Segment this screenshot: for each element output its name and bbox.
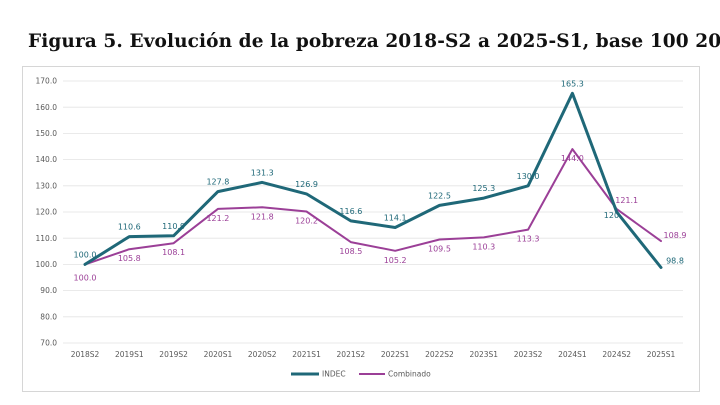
data-label-indec: 127.8 bbox=[206, 178, 229, 187]
chart-frame: 70.0 80.0 90.0 100.0 110.0 120.0 130.0 140.0 150… bbox=[22, 66, 700, 392]
data-label-combinado: 109.5 bbox=[428, 245, 451, 254]
y-tick-label: 90.0 bbox=[40, 286, 57, 295]
data-label-combinado: 144.0 bbox=[561, 154, 584, 163]
data-label-combinado: 120.2 bbox=[295, 216, 318, 225]
x-tick-label: 2024S2 bbox=[602, 350, 631, 359]
x-tick-label: 2025S1 bbox=[647, 350, 676, 359]
y-tick-label: 160.0 bbox=[36, 103, 58, 112]
data-label-combinado: 110.3 bbox=[472, 242, 495, 251]
poverty-line-chart: 70.0 80.0 90.0 100.0 110.0 120.0 130.0 140.0 150… bbox=[36, 77, 687, 379]
y-tick-label: 170.0 bbox=[36, 77, 58, 86]
data-label-indec: 114.1 bbox=[384, 213, 407, 222]
x-tick-label: 2021S1 bbox=[292, 350, 321, 359]
data-label-combinado: 121.1 bbox=[615, 196, 638, 205]
y-tick-label: 80.0 bbox=[40, 312, 57, 321]
data-label-indec: 130.0 bbox=[517, 172, 540, 181]
data-label-combinado: 100.0 bbox=[74, 273, 97, 282]
data-label-indec: 125.3 bbox=[472, 184, 495, 193]
x-tick-label: 2023S1 bbox=[469, 350, 498, 359]
x-tick-label: 2020S2 bbox=[248, 350, 277, 359]
data-label-combinado: 105.8 bbox=[118, 254, 141, 263]
y-tick-label: 130.0 bbox=[36, 181, 58, 190]
data-label-indec: 126.9 bbox=[295, 180, 318, 189]
x-tick-label: 2021S2 bbox=[337, 350, 366, 359]
data-label-combinado: 108.5 bbox=[339, 247, 362, 256]
series-line-indec bbox=[83, 91, 663, 269]
data-label-indec: 122.5 bbox=[428, 191, 451, 200]
x-tick-label: 2020S1 bbox=[204, 350, 233, 359]
data-label-indec: 120. bbox=[604, 211, 622, 220]
y-tick-label: 100.0 bbox=[36, 260, 58, 269]
x-tick-label: 2018S2 bbox=[71, 350, 100, 359]
x-tick-label: 2022S2 bbox=[425, 350, 454, 359]
data-label-indec: 131.3 bbox=[251, 168, 274, 177]
data-label-indec: 98.8 bbox=[666, 257, 684, 266]
figure-title: Figura 5. Evolución de la pobreza 2018-S… bbox=[28, 31, 720, 52]
x-tick-label: 2023S2 bbox=[514, 350, 543, 359]
data-label-combinado: 113.3 bbox=[517, 235, 540, 244]
data-label-combinado: 105.2 bbox=[384, 256, 407, 265]
data-label-indec: 110.9 bbox=[162, 222, 185, 231]
data-label-combinado: 108.9 bbox=[664, 231, 687, 240]
legend-label-indec: INDEC bbox=[322, 370, 346, 379]
x-tick-label: 2022S1 bbox=[381, 350, 410, 359]
x-tick-label: 2024S1 bbox=[558, 350, 587, 359]
y-tick-label: 150.0 bbox=[36, 129, 58, 138]
y-tick-label: 140.0 bbox=[36, 155, 58, 164]
data-label-indec: 100.0 bbox=[74, 250, 97, 259]
x-tick-label: 2019S1 bbox=[115, 350, 144, 359]
data-label-indec: 165.3 bbox=[561, 79, 584, 88]
y-tick-label: 110.0 bbox=[36, 234, 58, 243]
data-label-indec: 110.6 bbox=[118, 223, 141, 232]
data-label-indec: 116.6 bbox=[339, 207, 362, 216]
x-tick-label: 2019S2 bbox=[159, 350, 188, 359]
series-line-combinado bbox=[84, 148, 662, 266]
legend-label-combinado: Combinado bbox=[388, 370, 431, 379]
data-label-combinado: 108.1 bbox=[162, 248, 185, 257]
data-label-combinado: 121.2 bbox=[206, 214, 229, 223]
y-tick-label: 70.0 bbox=[40, 339, 57, 348]
y-tick-label: 120.0 bbox=[36, 208, 58, 217]
data-label-combinado: 121.8 bbox=[251, 212, 274, 221]
